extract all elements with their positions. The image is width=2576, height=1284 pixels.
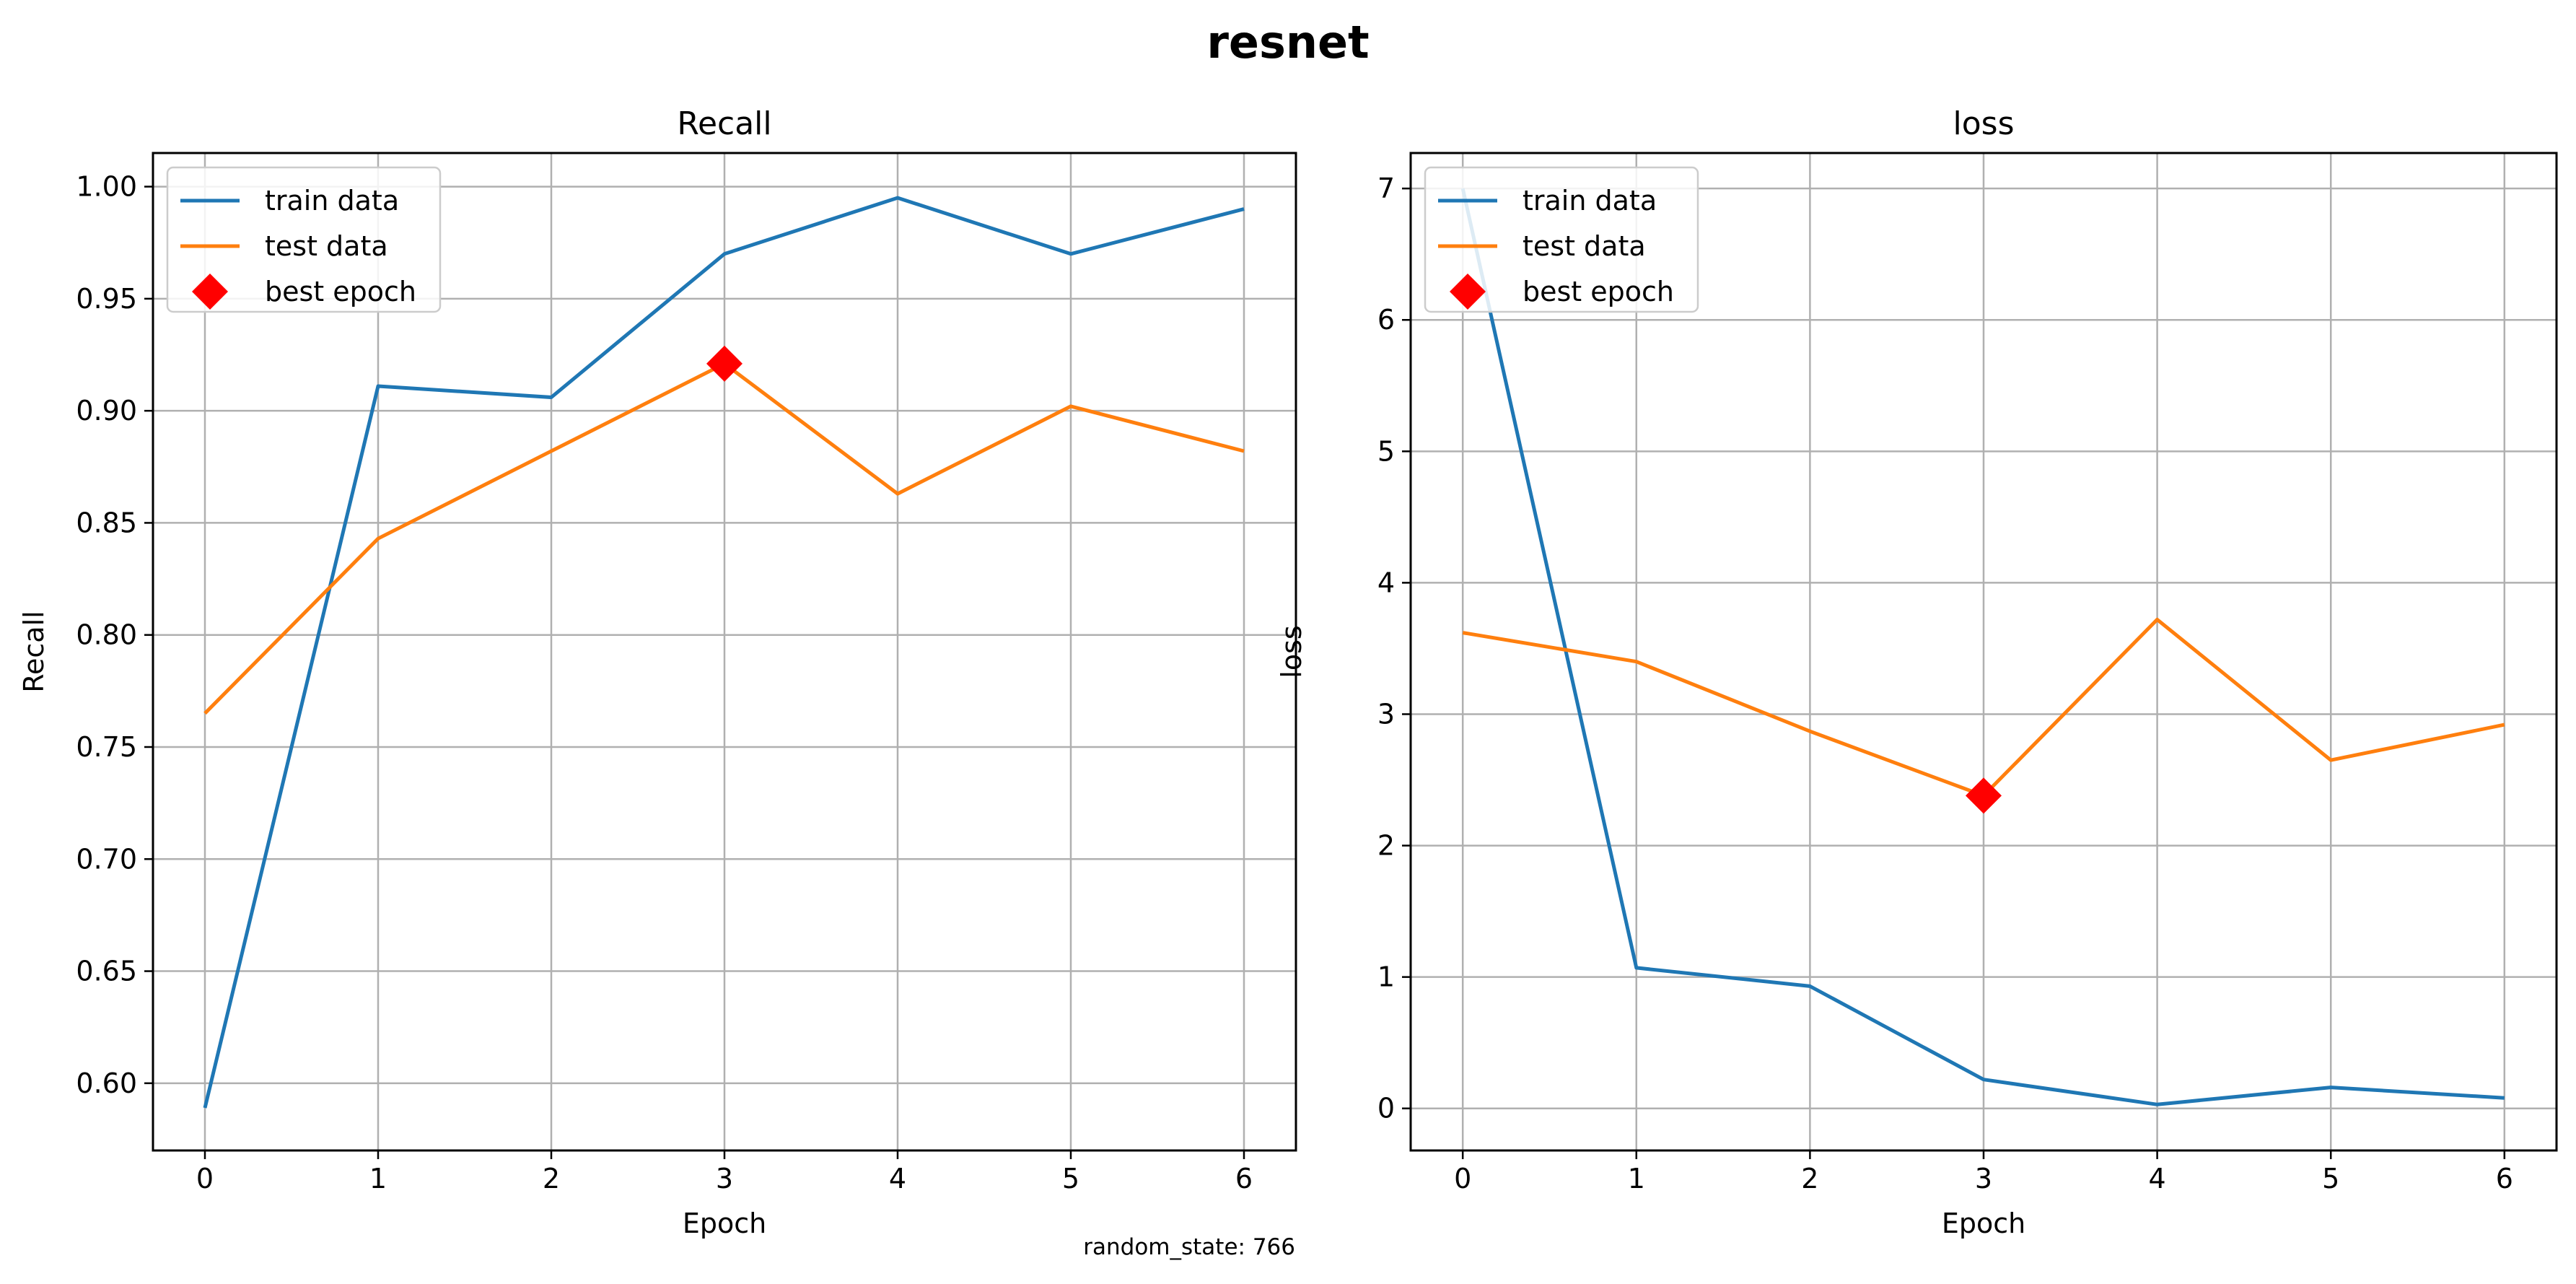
y-tick-label: 6 (1377, 304, 1395, 336)
y-tick-label: 5 (1377, 435, 1395, 467)
legend-best-label: best epoch (1523, 276, 1674, 307)
y-axis-label: loss (1276, 625, 1307, 678)
y-tick-label: 0.70 (76, 843, 137, 875)
y-tick-label: 0.65 (76, 956, 137, 987)
x-tick-label: 2 (1801, 1163, 1818, 1195)
x-tick-label: 1 (1628, 1163, 1645, 1195)
x-axis-label: Epoch (683, 1207, 766, 1239)
subplot-title: Recall (677, 105, 771, 142)
random-state-footnote: random_state: 766 (1083, 1234, 1295, 1260)
x-tick-label: 1 (369, 1163, 387, 1195)
y-tick-label: 3 (1377, 698, 1395, 730)
legend-train-label: train data (1523, 185, 1657, 217)
x-tick-label: 4 (889, 1163, 906, 1195)
x-tick-label: 0 (196, 1163, 214, 1195)
x-tick-label: 5 (1062, 1163, 1079, 1195)
x-tick-label: 4 (2149, 1163, 2166, 1195)
y-tick-label: 0.75 (76, 731, 137, 763)
figure-suptitle: resnet (1206, 16, 1369, 69)
y-tick-label: 0.90 (76, 395, 137, 427)
subplot-title: loss (1953, 105, 2015, 142)
legend-box (1424, 166, 1699, 313)
x-tick-label: 5 (2322, 1163, 2339, 1195)
y-tick-label: 7 (1377, 172, 1395, 204)
y-tick-label: 0.95 (76, 283, 137, 315)
best-epoch-marker (706, 345, 742, 382)
legend-best-label: best epoch (265, 276, 416, 307)
y-tick-label: 2 (1377, 830, 1395, 862)
y-axis-label: Recall (18, 611, 50, 692)
legend-train-label: train data (265, 185, 399, 217)
train-data-line (203, 196, 1245, 1109)
x-tick-label: 6 (2496, 1163, 2513, 1195)
legend-test-label: test data (265, 230, 388, 262)
y-tick-label: 4 (1377, 567, 1395, 598)
recall-subplot: 0 1 2 3 4 5 6 0.60 0.65 0.70 0.75 0.80 0.85 0.90 0.95 1… (18, 105, 1297, 1239)
y-tick-label: 0.60 (76, 1067, 137, 1099)
axes-frame (1409, 152, 2558, 1152)
y-tick-label: 0.85 (76, 507, 137, 538)
legend-best-swatch (192, 274, 228, 310)
best-epoch-marker (1966, 777, 2002, 814)
legend-box (166, 166, 442, 313)
y-tick-label: 1 (1377, 961, 1395, 993)
x-axis-label: Epoch (1942, 1207, 2025, 1239)
x-tick-label: 3 (716, 1163, 733, 1195)
x-tick-label: 2 (543, 1163, 560, 1195)
y-tick-label: 0.80 (76, 619, 137, 651)
legend-best-swatch (1450, 274, 1486, 310)
train-data-line (1460, 188, 2505, 1106)
legend-test-label: test data (1523, 230, 1646, 262)
x-tick-label: 6 (1235, 1163, 1253, 1195)
loss-subplot: 0 1 2 3 4 5 6 0 1 2 3 4 5 6 7 loss Epoch loss train data te… (1276, 105, 2558, 1239)
x-tick-label: 3 (1975, 1163, 1992, 1195)
y-tick-label: 0 (1377, 1093, 1395, 1124)
x-tick-label: 0 (1454, 1163, 1471, 1195)
y-tick-label: 1.00 (76, 171, 137, 203)
axes-frame (152, 152, 1297, 1152)
